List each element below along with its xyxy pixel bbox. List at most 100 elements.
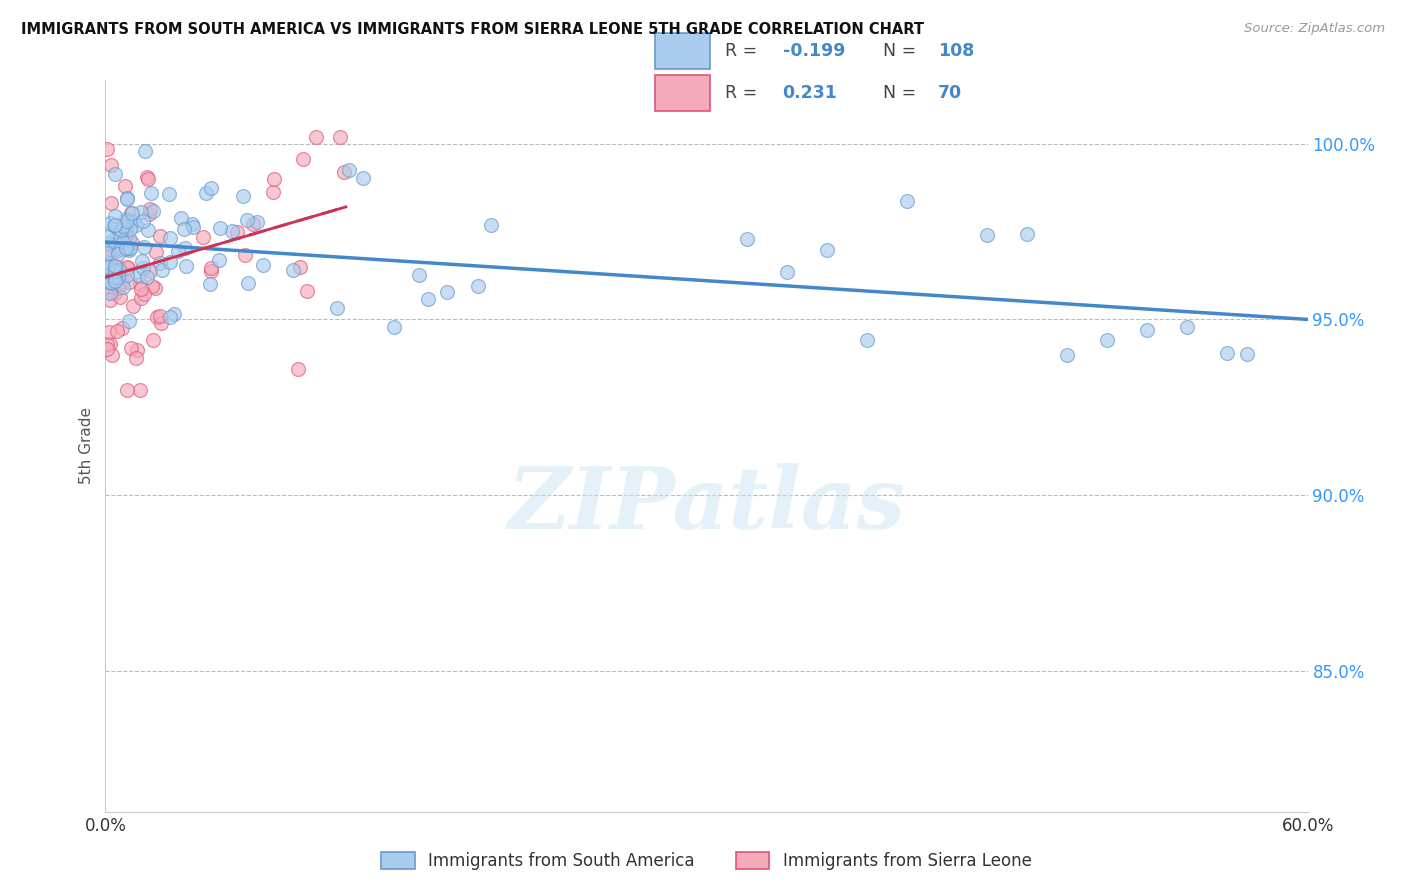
Point <box>157 187 180 202</box>
Point <box>1056 348 1078 362</box>
Point <box>209 221 232 235</box>
Text: IMMIGRANTS FROM SOUTH AMERICA VS IMMIGRANTS FROM SIERRA LEONE 5TH GRADE CORRELAT: IMMIGRANTS FROM SOUTH AMERICA VS IMMIGRA… <box>21 22 924 37</box>
Point <box>263 172 285 186</box>
Point <box>115 242 138 256</box>
Point <box>100 196 122 211</box>
Point <box>115 260 138 274</box>
Point <box>776 265 799 279</box>
Point <box>162 307 184 321</box>
Point <box>132 240 155 254</box>
Point <box>118 221 141 235</box>
Point <box>104 286 127 301</box>
Point <box>145 310 167 325</box>
Point <box>118 314 141 328</box>
Point <box>97 235 120 250</box>
Point <box>193 230 215 244</box>
Point <box>105 324 128 338</box>
Point <box>479 218 502 232</box>
Point <box>125 343 148 357</box>
Point <box>104 218 127 232</box>
Point <box>118 231 141 245</box>
Point <box>107 281 129 295</box>
Point <box>232 188 254 202</box>
Point <box>101 268 124 283</box>
Point <box>100 158 122 172</box>
Point <box>122 299 145 313</box>
Point <box>139 264 162 278</box>
Point <box>122 214 145 228</box>
Point <box>159 310 181 324</box>
Point <box>1097 333 1119 347</box>
Point <box>127 268 149 282</box>
Point <box>118 275 141 289</box>
Point <box>120 206 142 220</box>
Point <box>131 254 153 268</box>
Point <box>149 309 172 323</box>
Point <box>142 333 165 347</box>
Text: -0.199: -0.199 <box>783 42 845 60</box>
Point <box>735 232 758 246</box>
Point <box>143 281 166 295</box>
Point <box>467 278 489 293</box>
Point <box>174 259 197 273</box>
Point <box>96 142 118 156</box>
Point <box>287 361 309 376</box>
Point <box>120 241 142 255</box>
Text: R =: R = <box>725 84 758 102</box>
Point <box>111 321 134 335</box>
Point <box>136 223 159 237</box>
Point <box>97 260 120 274</box>
Point <box>352 170 374 185</box>
Point <box>129 291 152 305</box>
Point <box>129 282 152 296</box>
Point <box>436 285 458 299</box>
Point <box>141 278 163 293</box>
Point <box>110 222 132 236</box>
Point <box>976 227 998 242</box>
Point <box>200 263 222 277</box>
Point <box>114 179 136 194</box>
Point <box>115 191 138 205</box>
Point <box>110 243 132 257</box>
Point <box>159 255 181 269</box>
Text: 70: 70 <box>938 84 962 102</box>
Point <box>104 209 127 223</box>
Point <box>107 247 129 261</box>
Point <box>1017 227 1039 242</box>
Point <box>101 233 124 247</box>
Point <box>98 285 121 300</box>
Point <box>121 206 143 220</box>
Point <box>125 351 148 365</box>
Point <box>108 262 131 277</box>
Point <box>103 218 125 232</box>
Point <box>101 277 124 291</box>
Point <box>101 263 124 277</box>
Point <box>98 293 121 308</box>
Point <box>98 275 121 289</box>
Point <box>135 270 157 285</box>
Point <box>262 186 284 200</box>
Text: R =: R = <box>725 42 758 60</box>
Point <box>815 244 838 258</box>
Point <box>252 258 274 272</box>
Point <box>169 211 191 226</box>
Point <box>281 262 304 277</box>
Point <box>97 326 120 340</box>
Point <box>96 343 118 357</box>
Point <box>1136 323 1159 337</box>
Text: ZIPatlas: ZIPatlas <box>508 463 905 546</box>
Point <box>131 204 153 219</box>
Point <box>136 169 159 184</box>
Point <box>246 214 269 228</box>
Point <box>896 194 918 208</box>
Point <box>408 268 430 282</box>
Text: 108: 108 <box>938 42 974 60</box>
Point <box>115 243 138 257</box>
Point <box>107 234 129 248</box>
Point <box>117 260 139 275</box>
Point <box>295 284 318 298</box>
Point <box>96 279 118 293</box>
Point <box>236 276 259 290</box>
Point <box>173 221 195 235</box>
Point <box>120 341 142 355</box>
